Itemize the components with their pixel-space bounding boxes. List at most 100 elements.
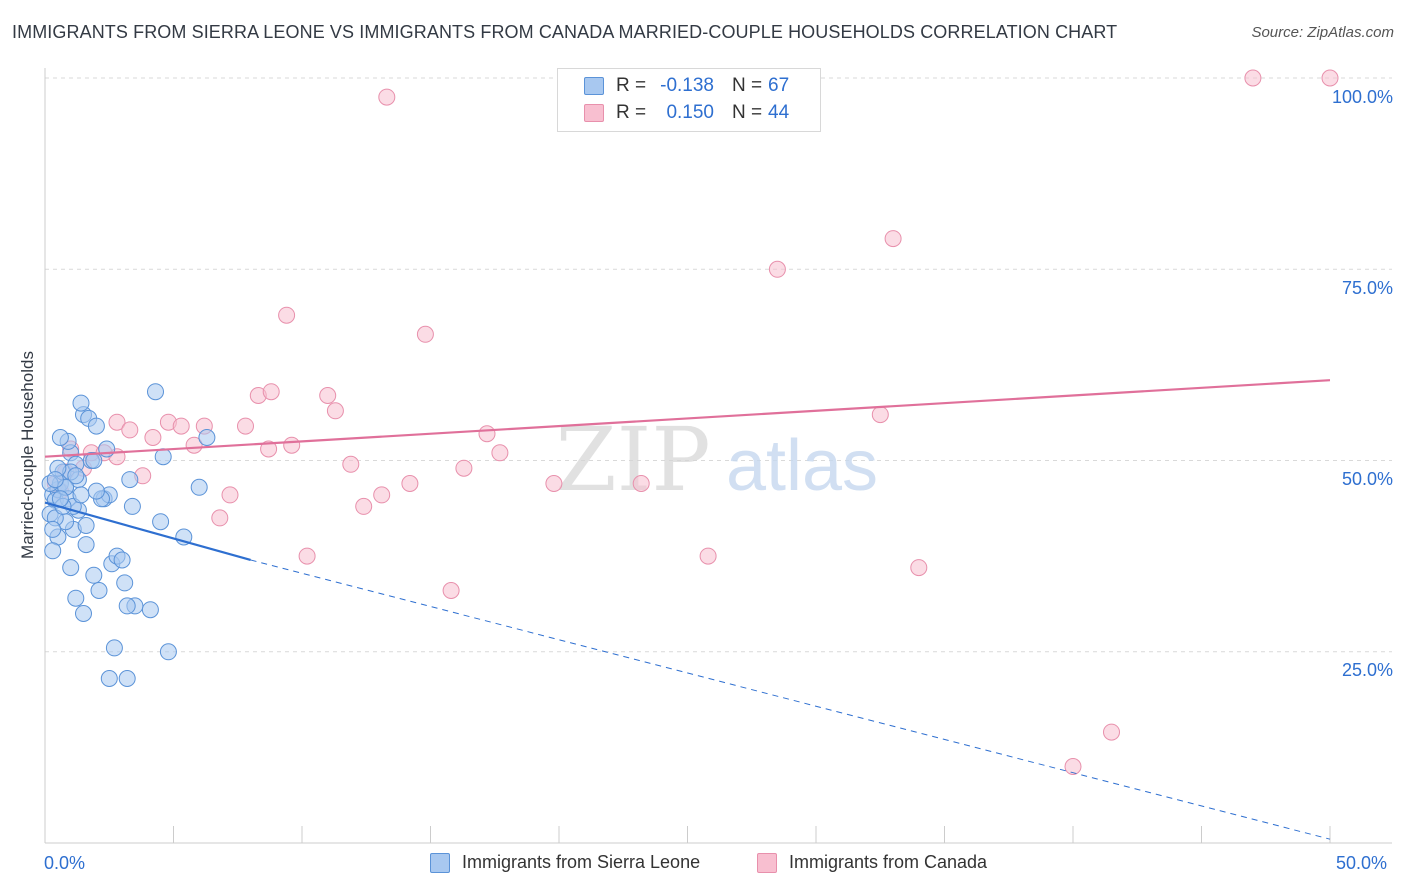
canada-point <box>401 475 419 492</box>
canada-point <box>491 444 509 462</box>
sierra-leone-point <box>51 429 69 446</box>
canada-point <box>121 421 139 439</box>
canada-point <box>455 459 473 477</box>
sierra-leone-point <box>98 440 116 458</box>
canada-point <box>884 230 902 248</box>
y-tick-25: 25.0% <box>1341 660 1393 680</box>
trend-line-sierra-leone <box>44 501 251 562</box>
sierra-leone-point <box>121 471 139 489</box>
sierra-leone-point <box>100 670 118 687</box>
sierra-leone-point <box>90 582 108 599</box>
canada-point <box>342 455 360 473</box>
sierra-leone-point <box>44 542 62 560</box>
canada-point <box>108 413 126 431</box>
canada-point <box>416 325 434 343</box>
canada-point <box>1321 69 1339 87</box>
sierra-leone-point <box>152 513 170 531</box>
gridlines <box>45 77 1392 653</box>
canada-point <box>699 547 717 565</box>
sierra-leone-point <box>67 589 85 607</box>
sierra-leone-point <box>87 482 105 500</box>
legend-r-value: -0.138 <box>660 75 714 96</box>
sierra-leone-point <box>190 478 208 496</box>
trend-lines <box>44 379 1331 840</box>
canada-point <box>910 559 928 577</box>
sierra-leone-point <box>118 597 136 615</box>
canada-point <box>319 387 337 404</box>
legend-n-label: N = <box>732 75 763 96</box>
canada-point <box>442 582 460 599</box>
canada-point <box>768 260 786 278</box>
sierra-leone-point <box>77 517 95 534</box>
bottom-legend-label-canada: Immigrants from Canada <box>789 852 988 872</box>
sierra-leone-point <box>154 448 172 466</box>
legend-n-label: N = <box>732 102 763 123</box>
canada-point <box>260 440 278 458</box>
sierra-leone-point <box>85 566 103 584</box>
canada-point <box>278 306 296 324</box>
canada-point <box>1103 723 1120 741</box>
legend-n-value: 44 <box>768 102 790 123</box>
legend-n-value: 67 <box>768 75 790 96</box>
canada-point <box>262 383 280 401</box>
canada-point <box>211 509 229 527</box>
sierra-leone-point <box>77 536 95 554</box>
y-tick-100: 100.0% <box>1331 87 1393 107</box>
sierra-leone-point <box>123 497 141 515</box>
sierra-leone-point <box>118 670 136 687</box>
sierra-leone-point <box>75 605 92 622</box>
canada-point <box>1064 758 1082 775</box>
canada-point <box>478 425 496 443</box>
legend-r-label: R = <box>616 75 647 96</box>
y-tick-50: 50.0% <box>1341 469 1393 489</box>
canada-point <box>355 497 373 515</box>
canada-point <box>1244 69 1262 87</box>
sierra-leone-point <box>147 383 164 401</box>
watermark-atlas: atlas <box>726 426 878 506</box>
x-tick-min: 0.0% <box>44 853 86 873</box>
trend-line-canada <box>44 379 1331 458</box>
sierra-leone-point <box>198 429 216 446</box>
canada-point <box>378 88 396 106</box>
sierra-leone-point <box>105 639 123 657</box>
canada-point <box>237 417 254 435</box>
sierra-leone-point <box>46 471 64 489</box>
watermark: ZIP atlas <box>555 408 878 511</box>
sierra-leone-point <box>85 452 103 469</box>
sierra-leone-point <box>113 551 131 569</box>
y-tick-75: 75.0% <box>1341 278 1393 298</box>
legend-r-value: 0.150 <box>666 102 714 123</box>
canada-point <box>185 436 203 454</box>
sierra-leone-point <box>141 601 159 619</box>
canada-point <box>326 402 344 420</box>
legend-r-label: R = <box>616 102 647 123</box>
sierra-leone-point <box>116 574 134 592</box>
sierra-leone-point <box>159 643 177 661</box>
x-tick-max: 50.0% <box>1336 853 1388 873</box>
canada-point <box>298 547 316 565</box>
bottom-legend-swatch-canada <box>757 853 777 873</box>
legend-swatch-sierra-leone <box>584 77 604 95</box>
bottom-legend-label-sierra-leone: Immigrants from Sierra Leone <box>462 852 701 872</box>
sierra-leone-point <box>44 520 62 538</box>
canada-point <box>144 429 162 446</box>
sierra-leone-point <box>72 486 90 504</box>
canada-point <box>283 436 301 454</box>
trend-line-sierra-leone-extension <box>250 559 1331 840</box>
canada-point <box>172 417 190 435</box>
canada-point <box>373 486 391 504</box>
axes <box>44 68 1392 844</box>
sierra-leone-point <box>62 559 80 577</box>
source-label: Source: ZipAtlas.com <box>1251 24 1394 41</box>
legend: R = -0.138 N = 67 R = 0.150 N = 44 <box>557 68 821 132</box>
watermark-zip: ZIP <box>555 408 710 511</box>
sierra-leone-point <box>67 467 85 485</box>
canada-point <box>545 475 563 492</box>
bottom-legend-swatch-sierra-leone <box>430 853 450 873</box>
chart-title: IMMIGRANTS FROM SIERRA LEONE VS IMMIGRAN… <box>12 22 1118 42</box>
legend-swatch-canada <box>584 104 604 122</box>
sierra-leone-point <box>72 394 90 412</box>
canada-point <box>871 406 889 424</box>
canada-point <box>632 475 650 492</box>
